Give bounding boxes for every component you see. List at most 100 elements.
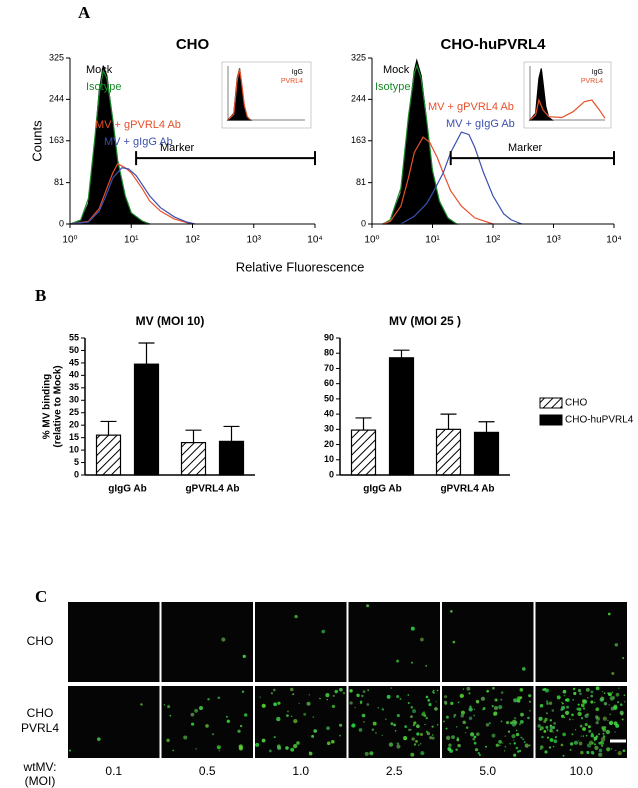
cell-signal: [590, 734, 595, 738]
cell-signal: [311, 734, 315, 738]
y-tick-label: 30: [69, 395, 79, 405]
y-tick-label: 0: [59, 218, 64, 228]
x-tick-label: 10¹: [124, 235, 139, 246]
cell-signal: [619, 710, 624, 715]
cell-signal: [594, 745, 599, 750]
cell-signal: [349, 689, 353, 693]
cell-signal: [504, 735, 506, 737]
cell-signal: [205, 724, 209, 728]
cell-signal: [276, 716, 281, 722]
cell-signal: [445, 735, 451, 741]
y-axis-label: (relative to Mock): [53, 365, 64, 447]
cell-signal: [167, 705, 171, 709]
cell-signal: [469, 705, 472, 708]
cell-signal: [460, 710, 465, 715]
cell-signal: [462, 720, 467, 725]
cell-signal: [410, 626, 415, 631]
cell-signal: [498, 704, 503, 710]
y-tick-label: 80: [324, 348, 334, 358]
cell-signal: [460, 714, 464, 718]
cell-signal: [514, 717, 516, 719]
cell-signal: [623, 694, 626, 697]
cell-signal: [551, 709, 555, 712]
cell-signal: [528, 694, 532, 698]
cell-signal: [607, 612, 611, 616]
cell-signal: [456, 738, 460, 742]
cell-signal: [259, 696, 261, 698]
cell-signal: [339, 734, 341, 737]
y-axis-label: % MV binding: [42, 374, 53, 440]
cell-signal: [357, 694, 359, 696]
cell-signal: [298, 702, 300, 705]
cell-signal: [140, 703, 143, 706]
cell-signal: [561, 705, 566, 710]
cell-signal: [569, 742, 574, 746]
cell-signal: [466, 686, 471, 691]
cell-signal: [543, 729, 547, 733]
cell-signal: [603, 701, 608, 706]
cell-signal: [576, 707, 580, 711]
cell-signal: [500, 698, 503, 701]
cell-signal: [515, 729, 518, 732]
cell-signal: [163, 704, 166, 706]
cell-signal: [602, 732, 605, 735]
x-tick-label: gPVRL4 Ab: [440, 484, 494, 495]
cell-signal: [394, 729, 397, 732]
error-bar: [393, 349, 410, 358]
cell-signal: [277, 745, 282, 750]
cell-signal: [513, 753, 517, 757]
cell-signal: [455, 726, 458, 728]
cell-signal: [241, 690, 245, 693]
cell-signal: [366, 703, 370, 706]
inset-histogram: [528, 68, 554, 121]
y-tick-label: 5: [74, 457, 79, 467]
cell-signal: [564, 710, 570, 715]
cell-signal: [587, 725, 591, 729]
cell-signal: [602, 735, 606, 738]
cell-signal: [190, 712, 195, 717]
y-tick-label: 244: [49, 94, 64, 104]
cell-signal: [585, 734, 588, 737]
cell-signal: [511, 734, 516, 739]
marker-label: Marker: [508, 142, 543, 154]
cell-signal: [425, 695, 429, 699]
cell-signal: [507, 730, 511, 733]
moi-label: 0.1: [105, 764, 122, 778]
cell-signal: [443, 700, 448, 704]
cell-signal: [553, 739, 558, 744]
cell-signal: [611, 671, 615, 675]
cell-signal: [617, 701, 620, 704]
cell-signal: [540, 706, 542, 708]
cell-signal: [444, 695, 448, 699]
error-bar: [440, 413, 457, 430]
y-tick-label: 81: [356, 177, 366, 187]
bar: [435, 428, 462, 476]
cell-signal: [453, 716, 455, 718]
cell-signal: [261, 703, 266, 708]
y-tick-label: 50: [69, 345, 79, 355]
cell-signal: [611, 691, 614, 694]
cell-signal: [513, 720, 518, 725]
cell-signal: [450, 701, 454, 705]
cell-signal: [390, 722, 394, 726]
cell-signal: [451, 735, 455, 740]
cell-signal: [268, 749, 272, 753]
cell-signal: [399, 698, 402, 700]
chart-title: CHO: [176, 36, 210, 53]
cell-signal: [493, 706, 499, 711]
cell-signal: [578, 712, 582, 716]
cell-signal: [615, 749, 617, 751]
cell-signal: [473, 708, 476, 711]
cell-signal: [424, 723, 426, 726]
cell-signal: [366, 604, 370, 608]
cell-signal: [435, 701, 437, 703]
cell-signal: [608, 704, 610, 706]
cell-signal: [436, 724, 439, 726]
cell-signal: [445, 715, 449, 719]
cell-signal: [313, 729, 317, 733]
cell-signal: [593, 736, 598, 741]
cell-signal: [455, 748, 458, 751]
cell-signal: [436, 689, 439, 692]
cell-signal: [468, 707, 473, 712]
y-tick-label: 81: [54, 177, 64, 187]
